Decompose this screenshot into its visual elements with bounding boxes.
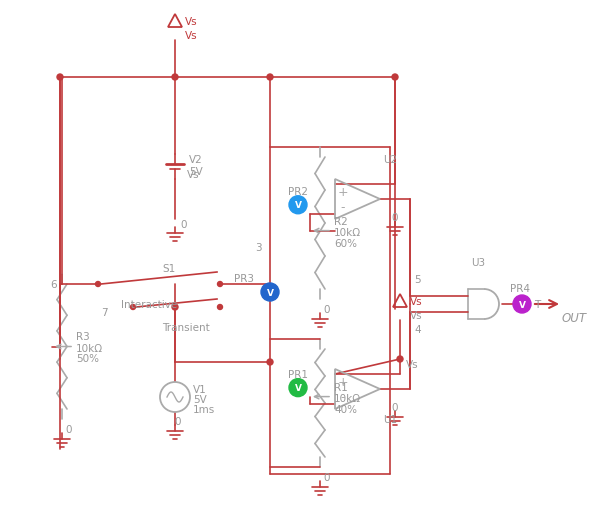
Text: Vs: Vs (187, 169, 200, 180)
Text: V: V (267, 288, 273, 297)
Text: +: + (338, 185, 348, 198)
Circle shape (289, 196, 307, 214)
Text: 0: 0 (323, 304, 329, 315)
Text: Vs: Vs (410, 296, 423, 306)
Text: 0: 0 (65, 424, 72, 434)
Text: 10kΩ: 10kΩ (334, 393, 361, 403)
Text: 40%: 40% (334, 404, 357, 414)
Text: V: V (294, 201, 301, 210)
Text: Interactive: Interactive (121, 299, 177, 309)
Circle shape (172, 75, 178, 81)
Text: PR3: PR3 (234, 273, 254, 284)
Text: V: V (518, 300, 526, 309)
Text: V: V (294, 383, 301, 392)
Text: 6: 6 (50, 279, 57, 290)
Text: Vs: Vs (185, 17, 197, 27)
Circle shape (267, 75, 273, 81)
Circle shape (261, 284, 279, 301)
Text: R3: R3 (76, 332, 90, 342)
Circle shape (397, 356, 403, 362)
Text: U1: U1 (383, 414, 397, 424)
Circle shape (513, 295, 531, 314)
Text: -: - (341, 201, 345, 214)
Text: 0: 0 (323, 472, 329, 482)
Circle shape (57, 75, 63, 81)
Text: 7: 7 (102, 307, 108, 318)
Text: PR2: PR2 (288, 186, 308, 196)
Text: 10kΩ: 10kΩ (76, 343, 103, 353)
Text: 1ms: 1ms (193, 404, 215, 414)
Text: 5V: 5V (193, 394, 207, 404)
Text: U3: U3 (471, 258, 485, 267)
Text: Vs: Vs (410, 310, 423, 320)
Circle shape (160, 382, 190, 412)
Text: Vs: Vs (406, 359, 419, 369)
Text: 0: 0 (180, 219, 187, 230)
Circle shape (218, 282, 222, 287)
Text: 60%: 60% (334, 238, 357, 248)
Text: +: + (338, 375, 348, 388)
Circle shape (267, 359, 273, 365)
Text: PR1: PR1 (288, 369, 308, 379)
Text: -: - (341, 391, 345, 404)
Text: V1: V1 (193, 384, 207, 394)
Text: 5: 5 (414, 274, 420, 285)
Text: V2: V2 (189, 155, 203, 165)
Text: Vs: Vs (185, 31, 197, 41)
Text: 10kΩ: 10kΩ (334, 227, 361, 237)
Text: 4: 4 (414, 324, 420, 334)
Text: 5V: 5V (189, 166, 203, 177)
Circle shape (96, 282, 100, 287)
Circle shape (289, 379, 307, 397)
Circle shape (392, 75, 398, 81)
Text: 0: 0 (175, 416, 181, 426)
Text: OUT: OUT (562, 312, 587, 325)
Text: Transient: Transient (162, 322, 210, 332)
Circle shape (172, 304, 178, 310)
Circle shape (218, 305, 222, 310)
Text: 0: 0 (392, 402, 398, 412)
Text: U2: U2 (383, 155, 397, 165)
Text: S1: S1 (163, 264, 176, 273)
Text: 50%: 50% (76, 354, 99, 364)
Circle shape (130, 305, 136, 310)
Text: PR4: PR4 (510, 284, 530, 293)
Text: 3: 3 (255, 242, 262, 252)
Text: 0: 0 (392, 213, 398, 222)
Text: R2: R2 (334, 216, 348, 226)
Text: T: T (534, 299, 540, 309)
Text: R1: R1 (334, 382, 348, 392)
